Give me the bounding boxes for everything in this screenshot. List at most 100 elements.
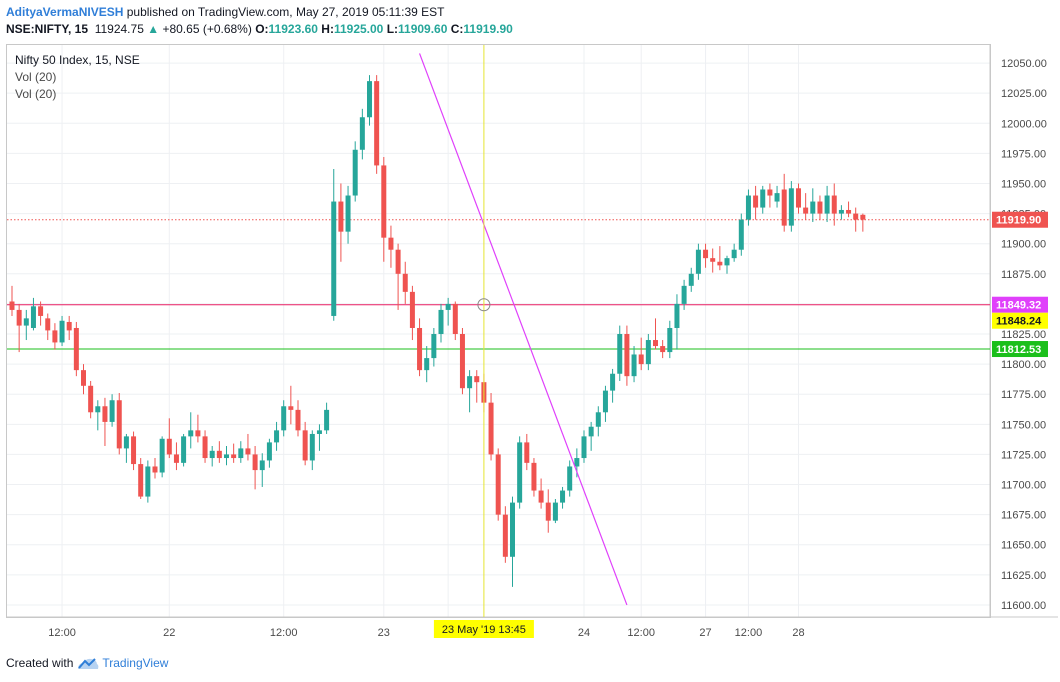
legend-volume-2[interactable]: Vol (20) — [15, 87, 57, 101]
y-tick-label: 11800.00 — [1001, 359, 1046, 371]
plot-area — [7, 45, 990, 617]
candle-body — [674, 303, 680, 328]
candle-body — [224, 454, 229, 459]
low-value: 11909.60 — [398, 22, 448, 36]
candle-body — [710, 258, 716, 262]
open-value: 11923.60 — [268, 22, 318, 36]
candle-body — [510, 502, 515, 557]
symbol-text: NSE:NIFTY, 15 — [6, 22, 89, 36]
candle-body — [524, 442, 530, 463]
y-tick-label: 11975.00 — [1001, 148, 1046, 160]
candle-body — [560, 490, 566, 503]
candle-body — [459, 334, 465, 389]
cursor-circle — [477, 298, 491, 312]
author-link[interactable]: AdityaVermaNIVESH — [6, 5, 124, 19]
candle-body — [517, 442, 523, 503]
candle-body — [567, 466, 573, 491]
candle-body — [359, 117, 365, 150]
price-label-bg — [992, 296, 1048, 313]
candle-body — [52, 330, 58, 343]
candle-body — [824, 195, 830, 214]
y-tick-label: 11775.00 — [1001, 389, 1046, 401]
x-tick-label: 23 — [378, 627, 390, 639]
candle-body — [745, 195, 751, 220]
candle-body — [781, 189, 787, 226]
y-tick-label: 11825.00 — [1001, 329, 1046, 341]
triangle-up-icon: ▲ — [147, 22, 160, 36]
candle-body — [345, 195, 351, 232]
candle-body — [788, 188, 794, 226]
x-tick-label: 12:00 — [735, 627, 763, 639]
candle-body — [195, 430, 201, 437]
candle-body — [209, 450, 215, 459]
candle-body — [624, 334, 630, 377]
candle-body — [796, 188, 801, 208]
candle-body — [717, 261, 723, 266]
price-label: 11919.90 — [996, 215, 1041, 227]
change-text: +80.65 (+0.68%) — [162, 22, 252, 36]
candle-body — [173, 454, 179, 463]
candle-body — [109, 400, 115, 422]
candle-body — [59, 320, 65, 343]
candle-body — [724, 258, 730, 266]
candle-body — [309, 433, 315, 461]
y-tick-label: 12000.00 — [1001, 118, 1047, 130]
y-tick-label: 11875.00 — [1001, 269, 1046, 281]
x-tick-label: 12:00 — [627, 627, 655, 639]
candle-body — [638, 354, 644, 365]
candle-body — [774, 193, 780, 202]
candle-body — [703, 249, 709, 259]
y-tick-label: 11950.00 — [1001, 178, 1046, 190]
candle-body — [231, 454, 237, 459]
candle-body — [617, 334, 623, 374]
candle-body — [817, 201, 823, 214]
candle-body — [181, 436, 187, 463]
y-tick-label: 11650.00 — [1001, 540, 1046, 552]
candle-body — [159, 438, 165, 473]
y-tick-label: 11700.00 — [1001, 480, 1046, 492]
candle-body — [688, 273, 694, 286]
candle-body — [831, 195, 837, 214]
y-tick-label: 11750.00 — [1001, 419, 1046, 431]
candle-body — [381, 165, 387, 238]
candle-body — [16, 309, 22, 326]
x-tick-label: 27 — [699, 627, 711, 639]
close-value: 11919.90 — [463, 22, 513, 36]
candle-body — [681, 285, 687, 304]
candle-body — [424, 358, 430, 371]
candle-body — [152, 466, 158, 473]
candle-body — [581, 436, 587, 459]
candle-body — [588, 426, 594, 437]
x-tick-label: 22 — [163, 627, 175, 639]
legend-volume-1[interactable]: Vol (20) — [15, 70, 57, 84]
published-text: published on TradingView.com, May 27, 20… — [126, 5, 445, 19]
candle-body — [95, 406, 101, 413]
candle-body — [252, 454, 258, 471]
candle-body — [409, 291, 415, 328]
candle-body — [367, 81, 372, 118]
y-tick-label: 11725.00 — [1001, 449, 1046, 461]
candle-body — [352, 149, 358, 196]
candle-body — [116, 400, 122, 449]
candle-body — [238, 448, 244, 459]
price-label: 11812.53 — [996, 344, 1041, 356]
candle-body — [138, 464, 144, 497]
candle-body — [9, 301, 15, 310]
candle-body — [738, 219, 744, 250]
candle-body — [166, 438, 172, 455]
candle-body — [324, 409, 330, 431]
candle-body — [259, 460, 265, 471]
price-label-bg — [992, 211, 1048, 228]
candle-body — [188, 430, 194, 437]
tradingview-brand[interactable]: TradingView — [102, 656, 169, 670]
price-label-bg — [992, 341, 1048, 358]
candle-body — [495, 454, 501, 515]
candle-body — [45, 318, 51, 331]
candle-body — [216, 450, 222, 459]
candle-body — [73, 327, 79, 371]
legend-title: Nifty 50 Index, 15, NSE — [15, 53, 140, 67]
candle-body — [402, 273, 408, 292]
chart-legend: Nifty 50 Index, 15, NSE Vol (20) Vol (20… — [15, 52, 140, 103]
ohlc-line: NSE:NIFTY, 15 11924.75 ▲ +80.65 (+0.68%)… — [6, 21, 513, 38]
